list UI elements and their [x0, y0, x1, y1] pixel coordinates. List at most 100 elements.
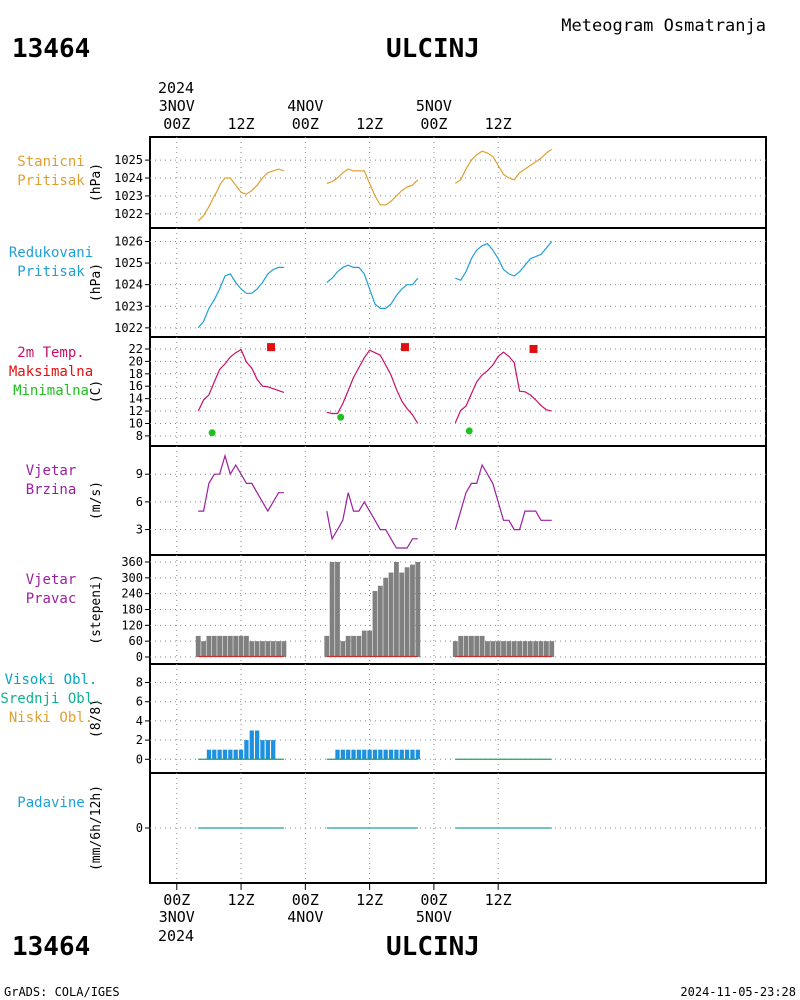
y-tick-label: 9	[136, 467, 143, 481]
bar	[335, 562, 340, 657]
bar	[388, 572, 394, 657]
bar	[404, 749, 410, 760]
y-tick-label: 1022	[114, 321, 143, 335]
bar	[324, 635, 330, 657]
bar	[377, 585, 383, 657]
bar	[356, 635, 362, 657]
bar	[490, 641, 496, 657]
panel-label: Maksimalna	[9, 364, 93, 380]
y-axis-unit-label: (hPa)	[89, 163, 104, 202]
series-line	[326, 492, 418, 549]
bar	[372, 591, 378, 657]
panel-label: Srednji Obl.	[0, 691, 101, 707]
y-tick-label: 300	[121, 571, 143, 585]
bar	[217, 749, 222, 760]
bottom-year-label: 2024	[158, 927, 194, 945]
series-line	[455, 241, 553, 282]
y-tick-label: 6	[136, 695, 143, 709]
bar	[372, 749, 378, 760]
bar	[495, 641, 501, 657]
bar	[522, 641, 528, 657]
y-tick-label: 0	[136, 752, 143, 766]
bar	[238, 635, 244, 657]
y-tick-label: 120	[121, 618, 143, 632]
bar	[346, 749, 351, 760]
y-tick-label: 60	[129, 634, 143, 648]
series-line	[326, 349, 419, 424]
min-temp-marker	[465, 427, 473, 435]
y-axis-unit-label: (mm/6h/12h)	[89, 785, 104, 871]
min-temp-marker	[337, 413, 345, 421]
panel-label: 2m Temp.	[17, 345, 84, 361]
bar	[254, 730, 260, 760]
max-temp-marker	[529, 344, 538, 353]
bottom-time-tick-label: 12Z	[485, 891, 512, 909]
bar	[340, 749, 345, 760]
bar	[206, 749, 212, 760]
top-time-tick-label: 12Z	[356, 115, 383, 133]
series-line	[197, 168, 285, 222]
product-title: Meteogram Osmatranja	[561, 16, 766, 36]
top-time-tick-label: 12Z	[485, 115, 512, 133]
bar	[228, 749, 233, 760]
y-tick-label: 2	[136, 733, 143, 747]
bar	[410, 749, 415, 760]
y-tick-label: 1025	[114, 153, 143, 167]
y-tick-label: 1024	[114, 171, 143, 185]
bar	[367, 630, 373, 657]
y-tick-label: 12	[129, 404, 143, 418]
y-tick-label: 180	[121, 603, 143, 617]
series-line	[197, 266, 284, 329]
bottom-date-label: 3NOV	[159, 908, 195, 926]
bar	[340, 641, 346, 657]
bottom-time-tick-label: 12Z	[356, 891, 383, 909]
top-date-label: 5NOV	[416, 97, 452, 115]
bar	[517, 641, 523, 657]
y-tick-label: 1026	[114, 234, 143, 248]
top-time-tick-label: 00Z	[163, 115, 190, 133]
bar	[329, 562, 335, 657]
bar	[538, 641, 544, 657]
credit-text: GrADS: COLA/IGES	[4, 985, 120, 999]
bar	[211, 635, 217, 657]
panel-label: Minimalna	[13, 383, 89, 399]
y-tick-label: 1022	[114, 207, 143, 221]
y-tick-label: 4	[136, 714, 143, 728]
bar	[404, 567, 410, 657]
series-line	[326, 264, 419, 309]
bar	[399, 749, 404, 760]
y-axis-unit-label: (m/s)	[89, 481, 104, 520]
panel-label: Pravac	[26, 591, 77, 607]
y-axis-unit-label: (hPa)	[89, 263, 104, 302]
y-tick-label: 14	[129, 392, 143, 406]
bar	[393, 562, 399, 657]
bar	[222, 749, 228, 760]
bar	[367, 749, 372, 760]
panel-frame	[149, 445, 767, 556]
y-tick-label: 0	[136, 650, 143, 664]
bar	[362, 749, 367, 760]
bottom-date-label: 5NOV	[416, 908, 452, 926]
bar	[361, 630, 367, 657]
footer-station-name: ULCINJ	[386, 932, 480, 962]
bar	[227, 635, 233, 657]
series-line	[454, 148, 553, 184]
bar	[527, 641, 533, 657]
y-tick-label: 240	[121, 587, 143, 601]
top-time-tick-label: 00Z	[420, 115, 447, 133]
panel-label: Brzina	[26, 482, 77, 498]
bar	[249, 641, 255, 657]
top-time-tick-label: 12Z	[228, 115, 255, 133]
bottom-date-label: 4NOV	[287, 908, 323, 926]
series-line	[197, 348, 285, 412]
bar	[265, 740, 270, 760]
y-tick-label: 1023	[114, 299, 143, 313]
y-tick-label: 20	[129, 354, 143, 368]
bar	[201, 641, 206, 657]
bar	[212, 749, 217, 760]
min-temp-marker	[208, 429, 216, 437]
bar	[271, 740, 276, 760]
y-tick-label: 3	[136, 523, 143, 537]
bar	[399, 572, 405, 657]
